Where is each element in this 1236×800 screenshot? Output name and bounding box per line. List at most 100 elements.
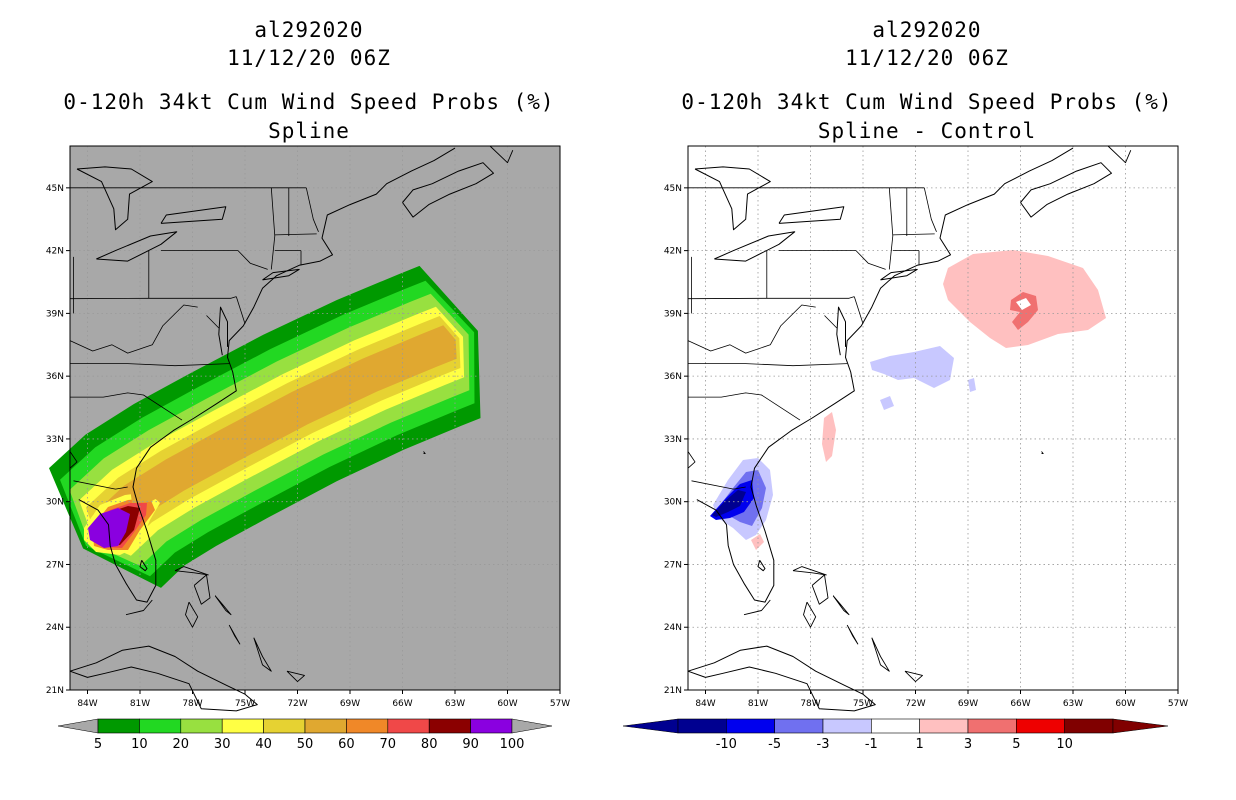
island (214, 595, 232, 616)
lake-ontario (160, 206, 227, 224)
state-border (70, 392, 183, 421)
nova-scotia (402, 162, 494, 218)
colorbar-label: -10 (716, 737, 737, 752)
colorbar-swatch (726, 718, 775, 734)
lat-tick-label: 30N (664, 498, 682, 508)
probability-map: 84W 81W 78W 75W 72W 69W 66W 63W 60W 57W 45N 42N 39N 3… (46, 145, 570, 752)
lat-tick-label: 21N (664, 686, 682, 696)
colorbar-label: 70 (380, 737, 397, 752)
state-border (274, 233, 317, 236)
lake-huron (76, 166, 153, 231)
lat-tick-label: 36N (46, 372, 64, 382)
long-island (262, 268, 300, 281)
colorbar-high-arrow (511, 718, 553, 734)
lat-tick-label: 33N (664, 435, 682, 445)
lon-tick-label: 75W (235, 699, 255, 709)
lon-tick-label: 78W (182, 699, 202, 709)
lon-tick-label: 60W (497, 699, 517, 709)
cuba (687, 645, 876, 712)
probability-swaths (49, 265, 481, 588)
island (1041, 451, 1044, 455)
island (1107, 145, 1132, 164)
chesapeake-bay (218, 306, 228, 356)
lon-tick-label: 69W (958, 699, 978, 709)
lon-tick-label: 66W (392, 699, 412, 709)
colorbar-swatch (1016, 718, 1065, 734)
storm-id: al292020 (254, 18, 364, 42)
colorbar-label: -3 (817, 737, 830, 752)
island (253, 637, 272, 672)
positive-anomaly-hole (1016, 298, 1031, 310)
island (489, 145, 514, 164)
chesapeake-bay (836, 306, 846, 356)
island (743, 599, 771, 616)
lake-okeechobee (757, 560, 766, 572)
lat-tick-label: 45N (664, 184, 682, 194)
lat-tick-label: 30N (46, 498, 64, 508)
lon-tick-label: 78W (800, 699, 820, 709)
island (871, 637, 890, 672)
positive-anomaly (1010, 292, 1038, 330)
lon-tick-label: 84W (695, 699, 715, 709)
left-panel: al292020 11/12/20 06Z 0-120h 34kt Cum Wi… (46, 18, 570, 752)
lat-tick-label: 42N (46, 247, 64, 257)
lat-tick-label: 24N (664, 623, 682, 633)
colorbar-label: 5 (1012, 737, 1020, 752)
negative-anomaly (968, 378, 976, 392)
colorbar-label: 40 (255, 737, 272, 752)
colorbar-swatch (677, 718, 727, 734)
state-border (687, 304, 816, 354)
state-border (161, 250, 268, 270)
colorbar-swatch (263, 718, 306, 734)
island (125, 599, 153, 616)
colorbar-label: 3 (964, 737, 972, 752)
colorbar-low-arrow (622, 718, 679, 734)
plot-title: 0-120h 34kt Cum Wind Speed Probs (%) (63, 90, 555, 114)
state-border (69, 304, 198, 354)
lat-tick-label: 27N (664, 560, 682, 570)
lat-tick-label: 33N (46, 435, 64, 445)
state-border (853, 296, 864, 324)
us-east-coast (78, 147, 456, 603)
colorbar-swatch (470, 718, 513, 734)
right-panel: al292020 11/12/20 06Z 0-120h 34kt Cum Wi… (618, 0, 1236, 800)
state-border (69, 451, 78, 469)
colorbar-label: 10 (1056, 737, 1073, 752)
island (832, 595, 850, 616)
lon-tick-label: 72W (287, 699, 307, 709)
lat-tick-label: 39N (46, 309, 64, 319)
state-border (206, 315, 220, 329)
island (286, 670, 305, 683)
axis-ticks: 84W 81W 78W 75W 72W 69W 66W 63W 60W 57W 45N 42N 39N 3… (46, 184, 570, 709)
state-border (923, 187, 937, 232)
state-border (73, 480, 128, 490)
state-border (235, 296, 246, 324)
lon-tick-label: 66W (1010, 699, 1030, 709)
lon-tick-label: 60W (1115, 699, 1135, 709)
colorbar-label: 100 (500, 737, 525, 752)
island (904, 670, 923, 683)
state-border (305, 187, 319, 232)
colorbar-label: 20 (173, 737, 190, 752)
state-border (779, 250, 886, 270)
positive-anomaly (751, 534, 764, 550)
colorbar-swatch (387, 718, 430, 734)
lake-erie (96, 231, 178, 262)
colorbar-swatch (1064, 718, 1114, 734)
colorbar-low-arrow (57, 718, 99, 734)
lon-tick-label: 81W (130, 699, 150, 709)
plot-subtitle: Spline - Control (817, 119, 1037, 143)
difference-map: 84W 81W 78W 75W 72W 69W 66W 63W 60W 57W 45N 42N 39N 3… (622, 145, 1188, 752)
lon-tick-label: 69W (340, 699, 360, 709)
colorbar-swatch (822, 718, 872, 734)
island (811, 574, 829, 605)
lon-tick-label: 84W (77, 699, 97, 709)
state-border (69, 296, 237, 300)
datetime: 11/12/20 06Z (227, 46, 391, 70)
island (228, 624, 241, 645)
nova-scotia (1020, 162, 1112, 218)
colorbar-label: 90 (462, 737, 479, 752)
colorbar-label: 10 (131, 737, 148, 752)
colorbar-swatch (919, 718, 969, 734)
lon-tick-label: 75W (853, 699, 873, 709)
